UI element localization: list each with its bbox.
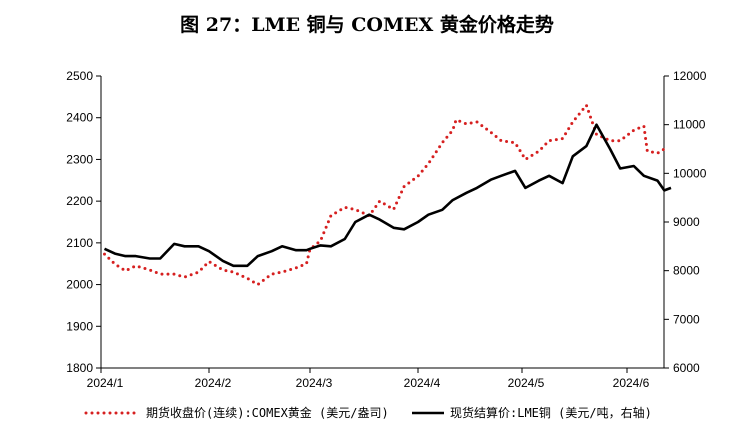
left-tick-label: 1900	[66, 319, 93, 333]
chart-axes	[96, 75, 669, 373]
legend: 期货收盘价(连续):COMEX黄金 (美元/盎司) 现货结算价:LME铜 (美元/…	[84, 405, 652, 420]
x-tick-label: 2024/3	[296, 376, 333, 390]
right-tick-label: 7000	[673, 312, 700, 326]
left-tick-label: 2400	[66, 111, 93, 125]
left-tick-label: 1800	[66, 361, 93, 375]
copper-series-line	[103, 123, 672, 268]
left-tick-label: 2200	[66, 194, 93, 208]
left-tick-label: 2100	[66, 236, 93, 250]
x-tick-label: 2024/1	[87, 376, 124, 390]
left-tick-label: 2000	[66, 278, 93, 292]
left-tick-label: 2500	[66, 69, 93, 83]
tick-labels: 1800 1900 2000 2100 2200 2300 2400 2500 6000 7000…	[66, 69, 706, 390]
legend-gold-label: 期货收盘价(连续):COMEX黄金 (美元/盎司)	[146, 405, 389, 420]
right-tick-label: 11000	[673, 118, 706, 132]
right-tick-label: 12000	[673, 69, 707, 83]
x-tick-label: 2024/5	[508, 376, 545, 390]
right-tick-label: 9000	[673, 215, 700, 229]
right-tick-label: 10000	[673, 166, 707, 180]
legend-copper-label: 现货结算价:LME铜 (美元/吨，右轴)	[450, 405, 652, 420]
x-tick-label: 2024/2	[195, 376, 232, 390]
series-layer	[103, 102, 672, 287]
right-tick-label: 8000	[673, 264, 700, 278]
gold-series-line	[103, 102, 670, 287]
x-tick-label: 2024/4	[404, 376, 441, 390]
chart-title: 图 27：LME 铜与 COMEX 黄金价格走势	[180, 14, 554, 36]
x-tick-label: 2024/6	[613, 376, 650, 390]
left-tick-label: 2300	[66, 152, 93, 166]
right-tick-label: 6000	[673, 361, 700, 375]
